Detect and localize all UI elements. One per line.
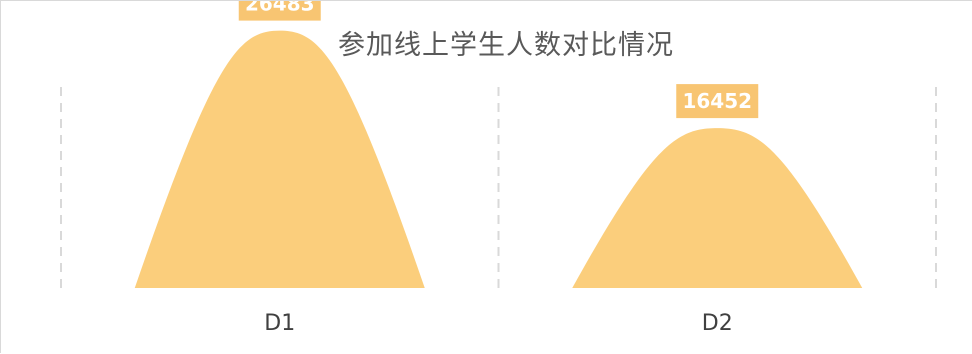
peak-d2[interactable] — [572, 128, 863, 288]
data-label-box-d1 — [238, 1, 321, 21]
data-label-box-d2 — [676, 84, 759, 119]
x-tick-label-d2: D2 — [702, 311, 733, 336]
marks-layer — [134, 30, 863, 289]
labels-layer: 26483 16452 — [238, 1, 759, 119]
data-label-d1: 26483 — [245, 1, 315, 16]
x-tick-label-d1: D1 — [264, 311, 295, 336]
data-label-d2: 16452 — [682, 89, 752, 113]
chart-title: 参加线上学生人数对比情况 — [338, 30, 674, 61]
grid-layer — [60, 87, 937, 291]
ticks-layer: D1 D2 — [264, 311, 732, 336]
peak-d1[interactable] — [134, 30, 425, 289]
